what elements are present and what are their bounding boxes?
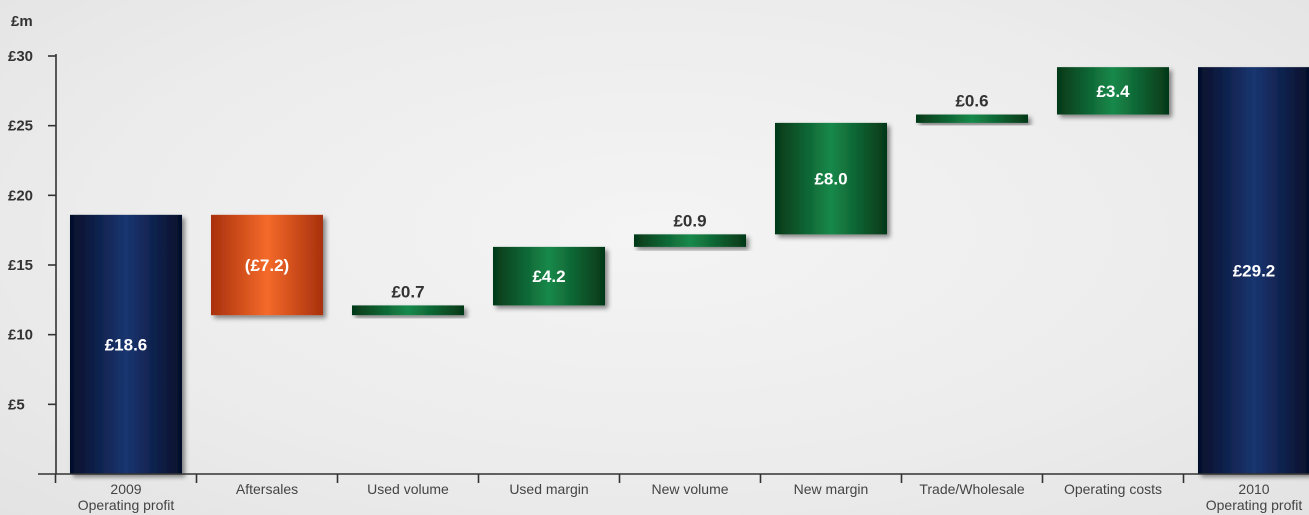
bar-rect <box>1057 67 1169 115</box>
y-axis-unit-label: £m <box>11 13 33 30</box>
bar-value-label: £0.6 <box>955 92 988 111</box>
y-tick-label: £30 <box>8 48 33 65</box>
x-category-label: Operating profit <box>1206 497 1303 513</box>
bar-value-label: £0.7 <box>391 282 424 301</box>
bar-8: £29.2 <box>1198 67 1309 474</box>
bar-rect <box>775 122 887 235</box>
bar-6: £0.6 <box>916 92 1028 123</box>
bar-rect <box>1198 67 1309 474</box>
bar-7: £3.4 <box>1057 67 1169 115</box>
bar-2: £0.7 <box>352 282 464 316</box>
y-tick-label: £10 <box>8 327 33 344</box>
x-category-label: Operating profit <box>78 497 175 513</box>
bar-rect <box>352 305 464 316</box>
bar-rect <box>493 246 605 306</box>
bar-value-label: £8.0 <box>814 170 847 189</box>
x-category-label: 2010 <box>1238 481 1269 497</box>
bar-rect <box>211 214 323 316</box>
y-tick-label: £15 <box>8 257 33 274</box>
bar-value-label: £29.2 <box>1233 262 1276 281</box>
bar-rect <box>70 214 182 474</box>
y-axis: £5 £10 £15 £20 £25 £30 <box>8 48 57 474</box>
x-category-label: Aftersales <box>236 481 298 497</box>
bar-value-label: (£7.2) <box>245 256 289 275</box>
y-tick-label: £5 <box>8 396 25 413</box>
y-tick-label: £20 <box>8 187 33 204</box>
x-category-label: Used volume <box>367 481 449 497</box>
bar-value-label: £0.9 <box>673 211 706 230</box>
x-category-label: Used margin <box>509 481 588 497</box>
bar-4: £0.9 <box>634 211 746 247</box>
x-category-label: Trade/Wholesale <box>919 481 1025 497</box>
bar-3: £4.2 <box>493 246 605 306</box>
x-category-label: 2009 <box>110 481 141 497</box>
bar-0: £18.6 <box>70 214 182 474</box>
x-category-label: New margin <box>794 481 869 497</box>
bar-1: (£7.2) <box>211 214 323 316</box>
bars-group: £18.6 (£7.2) £0.7 £4.2 £0.9 £8.0 £0.6 £3.4 £29.2 <box>70 67 1309 474</box>
bar-rect <box>634 234 746 247</box>
bar-rect <box>916 114 1028 123</box>
bar-5: £8.0 <box>775 122 887 235</box>
x-category-label: Operating costs <box>1064 481 1162 497</box>
y-tick-label: £25 <box>8 118 33 135</box>
bar-value-label: £3.4 <box>1096 82 1130 101</box>
x-category-label: New volume <box>651 481 728 497</box>
bar-value-label: £18.6 <box>105 335 148 354</box>
bar-value-label: £4.2 <box>532 267 565 286</box>
